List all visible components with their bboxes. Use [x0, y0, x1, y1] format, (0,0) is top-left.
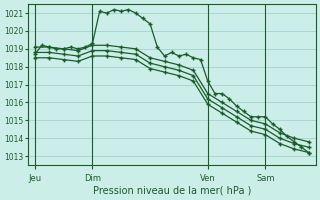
X-axis label: Pression niveau de la mer( hPa ): Pression niveau de la mer( hPa )	[92, 186, 251, 196]
